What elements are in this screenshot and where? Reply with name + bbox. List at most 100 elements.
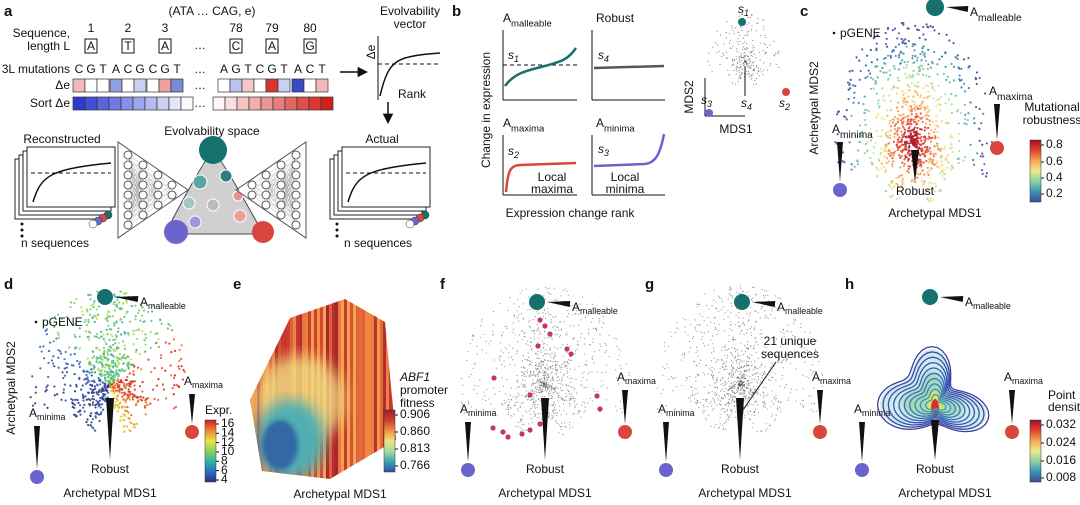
point [547,377,549,379]
point [756,66,758,68]
colorbar-title: fitness [400,396,435,410]
point [159,318,162,321]
point [702,404,705,406]
point [606,364,608,366]
point [765,351,768,353]
point [748,57,750,59]
colorbar-title: promoter [400,383,448,397]
point [904,116,907,119]
point [972,158,975,162]
point [578,365,581,367]
point [493,387,495,389]
point [584,363,586,365]
point [913,118,917,121]
point [150,319,153,322]
point [126,364,129,367]
point [591,357,593,360]
point [560,329,562,331]
point [544,372,547,374]
point [887,77,890,80]
point [178,367,181,371]
point [757,357,760,359]
point [745,63,747,65]
point [907,127,910,130]
point [574,350,576,352]
point [668,378,670,381]
sorted-cell [224,96,238,111]
point [95,308,99,311]
point [113,321,116,325]
point [748,59,750,61]
point [744,398,747,400]
point [626,383,628,385]
point [752,44,755,46]
point [109,333,112,336]
point [606,387,608,389]
point [795,400,797,402]
delta-cell [146,78,160,93]
point [752,39,754,42]
point [89,424,92,427]
point [917,132,920,136]
stripe [380,299,384,479]
point [853,91,856,94]
archetype-label-base: A [460,402,468,416]
point [724,363,726,365]
point [767,69,769,71]
point [582,376,584,378]
point [906,115,909,118]
point [954,94,957,97]
s-label-sub: 2 [513,150,519,160]
point [544,337,546,339]
point [585,360,588,362]
point [523,423,525,426]
point [757,392,759,395]
point [99,356,102,359]
point [103,378,106,381]
point [738,381,740,384]
point [92,427,95,430]
point [706,398,708,400]
point [690,385,692,387]
point [522,354,525,357]
point [694,393,696,396]
point [605,350,608,352]
point [703,320,705,322]
point [743,324,745,326]
point [743,55,745,57]
point [750,298,752,300]
point [813,370,815,373]
point [528,296,530,298]
point [540,379,542,381]
point [893,185,896,188]
point [975,71,979,74]
point [746,24,748,26]
point [931,199,934,202]
point [720,404,722,406]
point [677,328,679,330]
point [113,293,116,296]
point [47,361,50,364]
point [866,54,869,57]
point [504,402,506,405]
point [884,170,887,174]
point [802,406,804,408]
point [85,373,88,377]
point [736,367,739,369]
point [702,342,704,344]
point [519,292,521,294]
highlight-point [527,427,533,433]
point [34,402,37,405]
point [494,393,496,395]
neuron [261,170,271,180]
point [136,366,140,369]
point [771,307,773,309]
point [550,322,552,324]
archetype-label-base: A [777,300,785,314]
s-label-base: s [701,93,707,107]
point [548,314,550,316]
point [94,416,98,419]
point [929,197,932,200]
point [870,87,873,90]
point [883,166,886,169]
